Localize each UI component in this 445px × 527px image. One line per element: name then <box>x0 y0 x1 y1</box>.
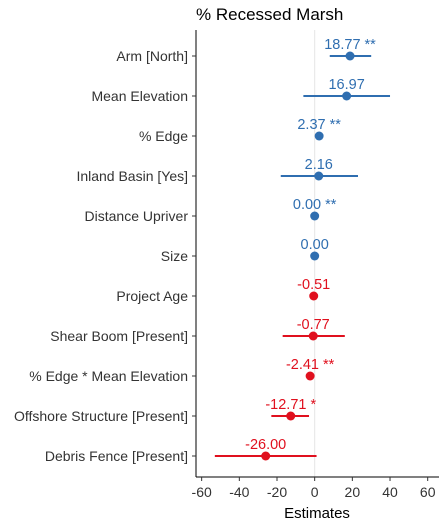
y-tick-label: % Edge <box>139 128 188 144</box>
x-tick-label: 0 <box>311 484 319 500</box>
y-tick-label: Arm [North] <box>116 48 188 64</box>
x-tick-label: -60 <box>192 484 212 500</box>
x-axis: -60 -40 -20 0 20 40 60 <box>192 477 436 500</box>
estimate-label: -2.41 ** <box>286 357 335 373</box>
x-tick-label: 40 <box>382 484 398 500</box>
estimate-point <box>286 411 296 421</box>
estimate-label: 0.00 <box>301 237 329 253</box>
y-tick-label: Project Age <box>116 288 188 304</box>
estimate-point <box>308 331 318 341</box>
estimate-point <box>310 211 320 221</box>
y-tick-label: Mean Elevation <box>91 88 188 104</box>
estimate-label: -0.51 <box>297 277 330 293</box>
estimate-label: -26.00 <box>245 437 286 453</box>
y-tick-label: Size <box>161 248 188 264</box>
estimate-label: 16.97 <box>328 77 364 93</box>
estimate-point <box>310 251 320 261</box>
estimate-point <box>261 451 271 461</box>
estimate-point <box>309 291 319 301</box>
estimate-point <box>314 131 324 141</box>
estimate-label: 2.37 ** <box>297 117 341 133</box>
estimate-point <box>305 371 315 381</box>
y-tick-label: Shear Boom [Present] <box>50 328 188 344</box>
plot-marks: 18.77 ** 16.97 2.37 ** 2.16 0.00 ** 0.00 -0.51… <box>214 37 391 461</box>
x-tick-label: -20 <box>267 484 287 500</box>
x-tick-label: 60 <box>420 484 436 500</box>
y-tick-label: Offshore Structure [Present] <box>14 408 188 424</box>
y-tick-label: Inland Basin [Yes] <box>76 168 188 184</box>
chart-title: % Recessed Marsh <box>196 5 343 24</box>
estimate-point <box>345 51 355 61</box>
y-tick-label: % Edge * Mean Elevation <box>29 368 188 384</box>
estimate-point <box>314 171 324 181</box>
x-tick-label: -40 <box>229 484 249 500</box>
estimate-label: -0.77 <box>297 317 330 333</box>
estimate-point <box>342 91 352 101</box>
y-tick-label: Distance Upriver <box>85 208 189 224</box>
y-tick-label: Debris Fence [Present] <box>45 448 188 464</box>
estimate-label: -12.71 * <box>265 397 316 413</box>
x-axis-label: Estimates <box>284 505 350 522</box>
y-axis: Arm [North] Mean Elevation % Edge Inland Ba… <box>14 48 196 464</box>
estimate-label: 18.77 ** <box>324 37 376 53</box>
estimate-label: 2.16 <box>305 157 333 173</box>
x-tick-label: 20 <box>345 484 361 500</box>
estimate-label: 0.00 ** <box>293 197 337 213</box>
